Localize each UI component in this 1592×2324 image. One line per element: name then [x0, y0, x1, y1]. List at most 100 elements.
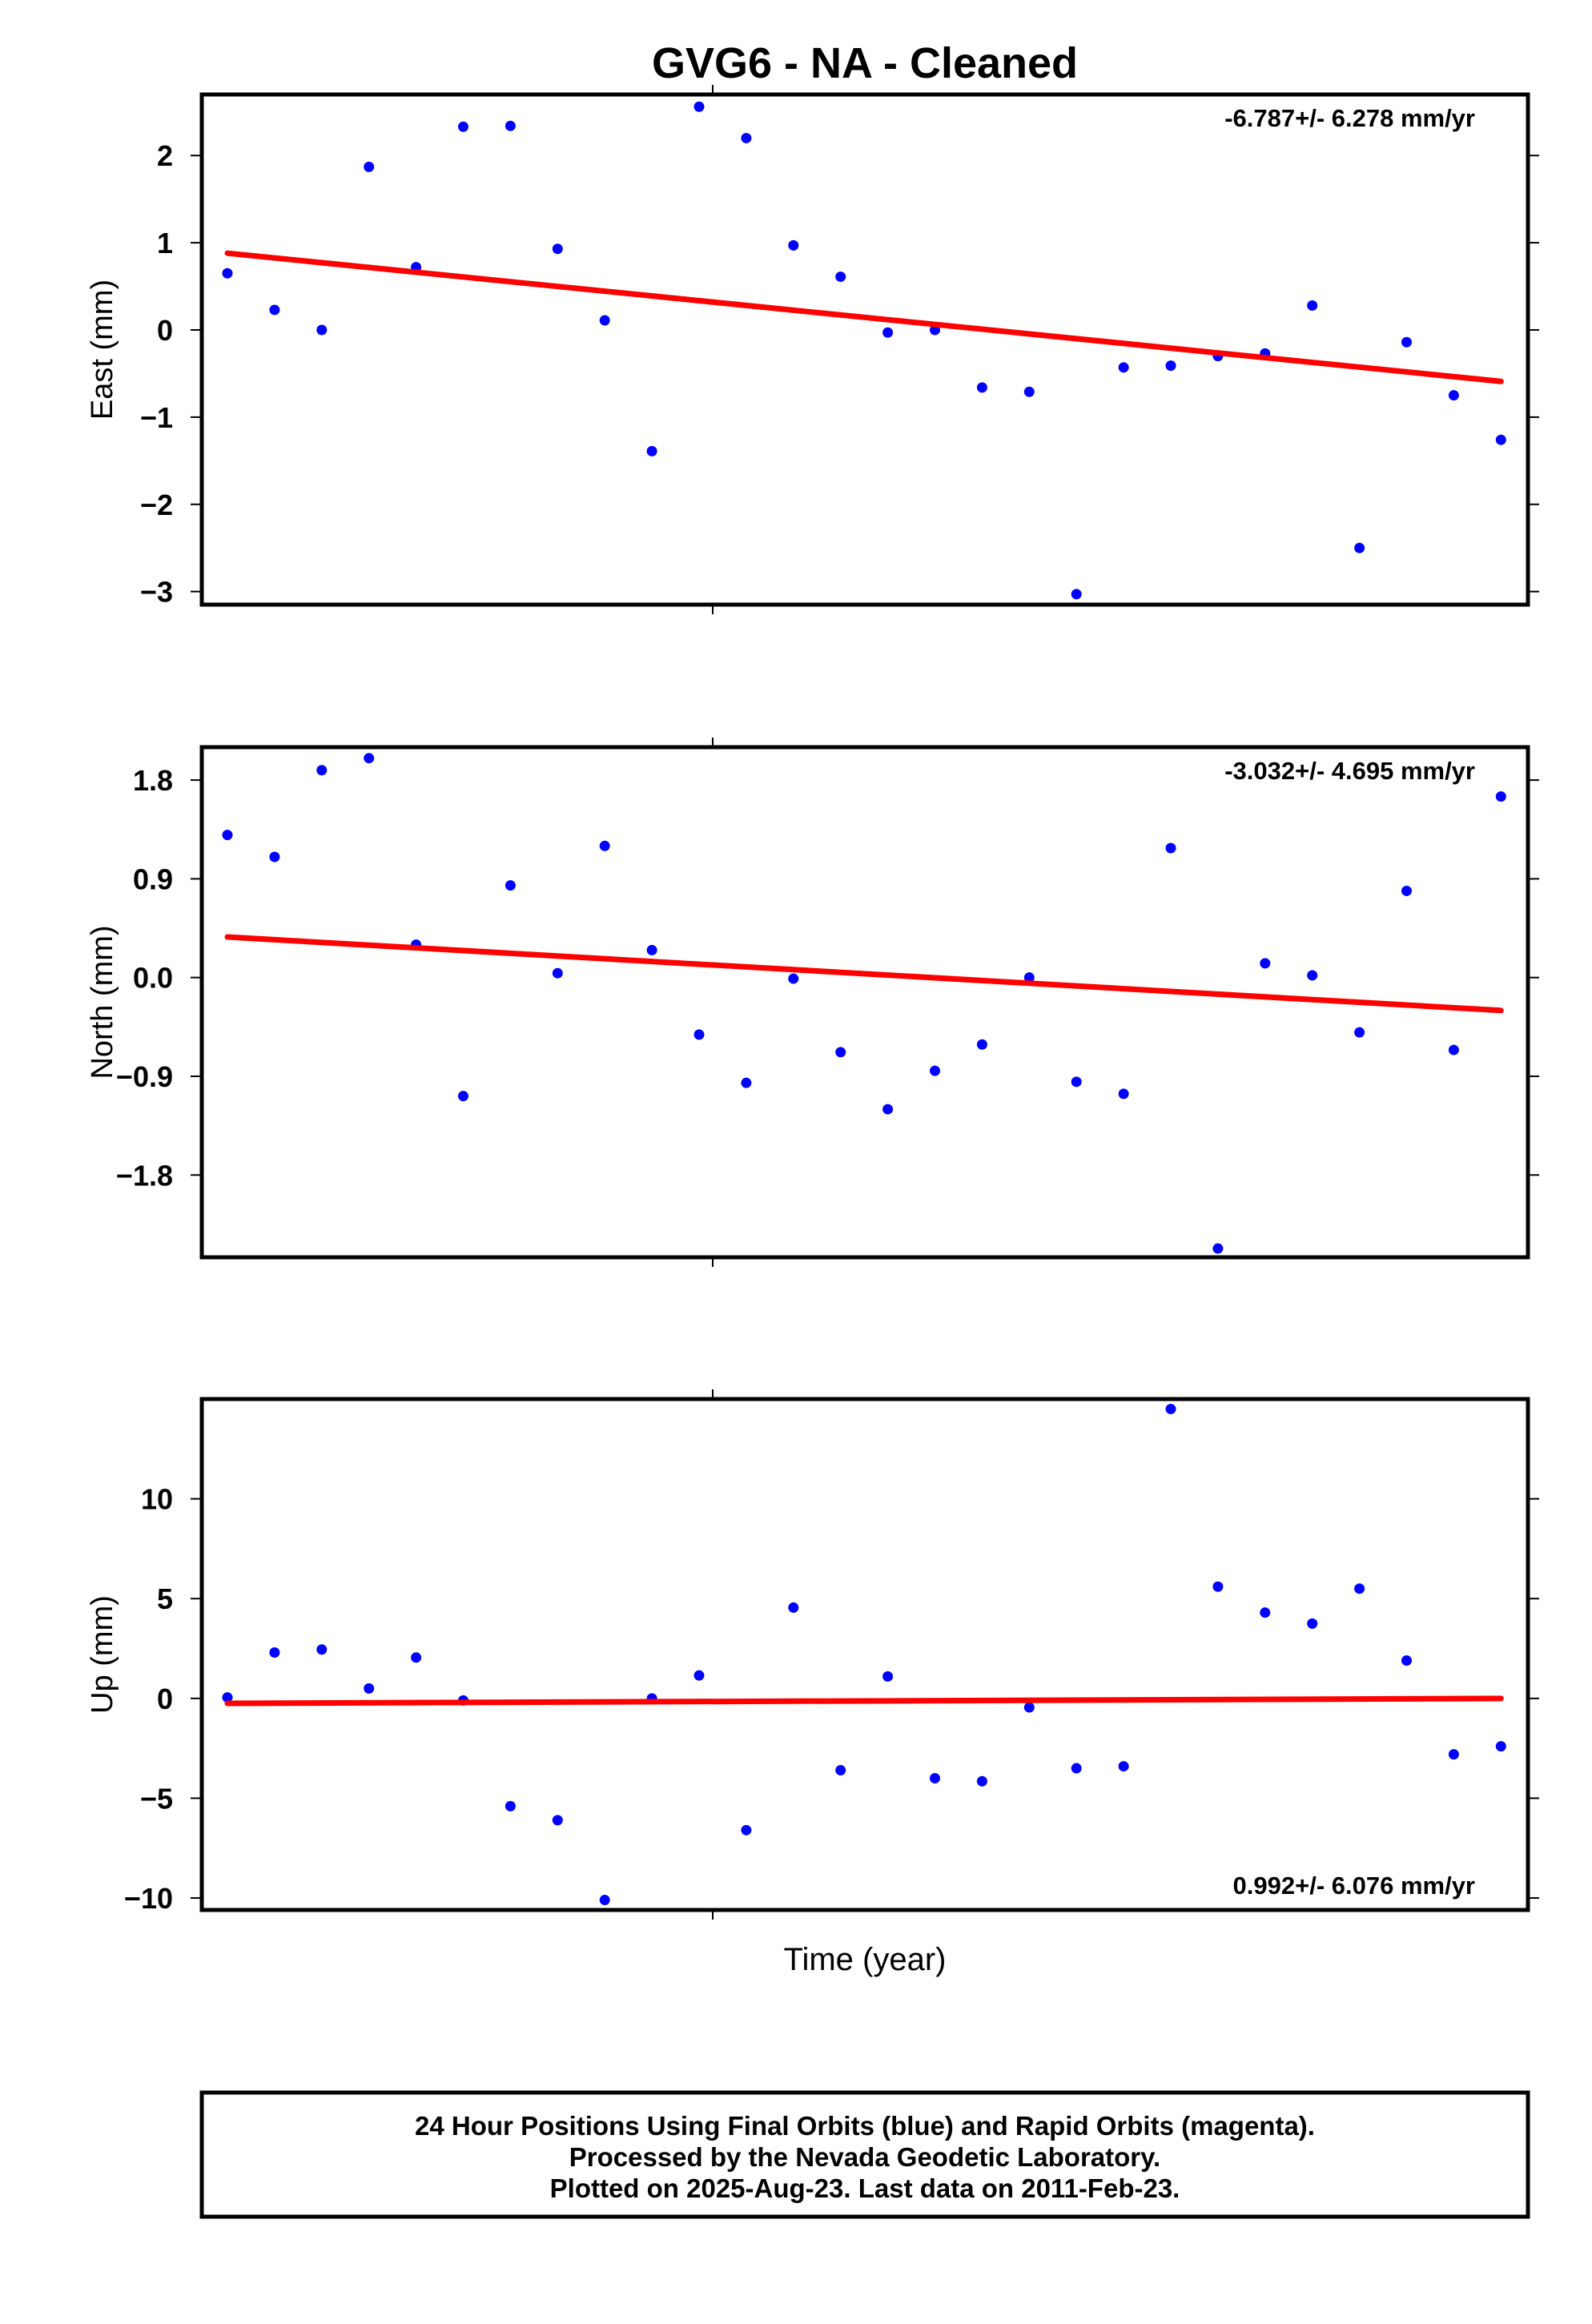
east-data-point [835, 271, 846, 283]
up-data-point [1118, 1761, 1129, 1772]
up-data-point [411, 1652, 422, 1663]
east-data-point [458, 121, 468, 132]
up-data-point [552, 1815, 563, 1826]
east-data-point [1307, 300, 1318, 312]
north-data-point [976, 1039, 987, 1050]
east-y-tick-label: −3 [140, 576, 173, 609]
up-data-point [1307, 1618, 1318, 1629]
east-data-point [552, 243, 563, 255]
east-data-point [976, 382, 987, 393]
up-data-point [1212, 1581, 1224, 1592]
east-data-point [1071, 589, 1082, 600]
north-data-point [552, 967, 563, 979]
east-y-tick-label: 0 [157, 314, 173, 347]
up-data-point [882, 1671, 894, 1682]
up-data-point [1495, 1741, 1506, 1752]
up-data-point [505, 1800, 516, 1811]
up-data-point [1023, 1702, 1035, 1713]
footer-line-3: Plotted on 2025-Aug-23. Last data on 201… [550, 2173, 1180, 2203]
footer-line-1: 24 Hour Positions Using Final Orbits (bl… [415, 2111, 1315, 2141]
east-data-point [1495, 434, 1506, 445]
up-data-point [976, 1775, 987, 1787]
north-data-point [1260, 958, 1271, 969]
up-data-point [364, 1683, 375, 1694]
up-y-axis-label: Up (mm) [86, 1595, 119, 1714]
east-data-point [693, 101, 705, 112]
north-data-point [1212, 1243, 1224, 1254]
north-data-point [505, 880, 516, 891]
north-data-point [222, 830, 233, 841]
east-y-tick-label: 2 [157, 139, 173, 172]
north-data-point [1023, 972, 1035, 983]
north-data-point [930, 1065, 940, 1076]
north-data-point [316, 765, 328, 776]
east-data-point [788, 239, 799, 251]
east-y-tick-label: −1 [140, 401, 173, 434]
up-data-point [1401, 1655, 1412, 1666]
east-data-point [316, 324, 328, 336]
up-data-point [599, 1895, 610, 1906]
north-data-point [741, 1077, 752, 1088]
east-rate-label: -6.787+/- 6.278 mm/yr [1224, 104, 1475, 132]
north-y-axis-label: North (mm) [86, 925, 119, 1079]
up-data-point [1071, 1763, 1082, 1774]
north-data-point [269, 851, 280, 862]
up-data-point [1260, 1607, 1271, 1618]
north-data-point [835, 1047, 846, 1058]
up-data-point [316, 1644, 328, 1655]
north-y-tick-label: −1.8 [116, 1159, 173, 1192]
up-data-point [930, 1773, 940, 1784]
up-data-point [269, 1647, 280, 1659]
east-y-axis-label: East (mm) [86, 279, 119, 420]
north-data-point [1071, 1076, 1082, 1088]
east-plot-frame [199, 92, 1530, 607]
north-y-tick-label: 0.9 [133, 862, 173, 895]
up-plot-frame [199, 1397, 1530, 1912]
east-data-point [646, 445, 657, 456]
north-data-point [1165, 842, 1176, 854]
north-y-tick-label: 1.8 [133, 764, 173, 797]
north-data-point [788, 973, 799, 984]
east-y-tick-label: 1 [157, 227, 173, 259]
north-data-point [1495, 791, 1506, 802]
east-data-point [1023, 386, 1035, 397]
up-trend-line [224, 1695, 1504, 1707]
x-axis-label: Time (year) [784, 1942, 947, 1977]
north-data-point [458, 1091, 468, 1102]
east-data-point [1165, 360, 1176, 372]
footer-box: 24 Hour Positions Using Final Orbits (bl… [199, 2090, 1530, 2219]
east-data-point [1448, 390, 1459, 401]
east-data-point [1354, 542, 1365, 553]
up-data-point [788, 1602, 799, 1613]
up-data-point [1448, 1749, 1459, 1760]
east-trend-line [224, 250, 1504, 384]
north-data-point [1448, 1044, 1459, 1055]
up-panel: 10 5 0 −5 −10 Up (mm) 0.992+/- 6.076 mm/yr [86, 1389, 1539, 1920]
east-data-point [364, 161, 375, 172]
up-data-point [693, 1670, 705, 1681]
chart-title: GVG6 - NA - Cleaned [652, 39, 1078, 87]
north-data-point [599, 840, 610, 851]
footer-line-2: Processed by the Nevada Geodetic Laborat… [569, 2142, 1160, 2172]
east-data-point [882, 327, 894, 338]
east-data-point [222, 267, 233, 279]
north-data-point [364, 753, 375, 764]
up-y-tick-label: −5 [140, 1782, 173, 1815]
up-y-tick-label: 10 [141, 1483, 173, 1516]
east-panel: 2 1 0 −1 −2 −3 East (mm) -6.787+/- 6.278 mm/yr [86, 85, 1539, 614]
up-data-point [1165, 1403, 1176, 1414]
up-y-tick-label: 0 [157, 1683, 173, 1715]
north-panel: 1.8 0.9 0.0 −0.9 −1.8 North (mm) -3.032+/- 4.6… [86, 738, 1539, 1267]
north-y-tick-label: −0.9 [116, 1060, 173, 1093]
east-y-tick-label: −2 [140, 489, 173, 521]
north-data-point [1118, 1088, 1129, 1100]
east-data-point [269, 304, 280, 316]
north-y-tick-label: 0.0 [133, 962, 173, 995]
up-data-point [835, 1765, 846, 1776]
north-trend-line [224, 934, 1504, 1014]
north-plot-frame [199, 745, 1530, 1260]
north-data-point [882, 1104, 894, 1115]
up-y-tick-label: 5 [157, 1582, 173, 1615]
up-rate-label: 0.992+/- 6.076 mm/yr [1233, 1872, 1475, 1900]
